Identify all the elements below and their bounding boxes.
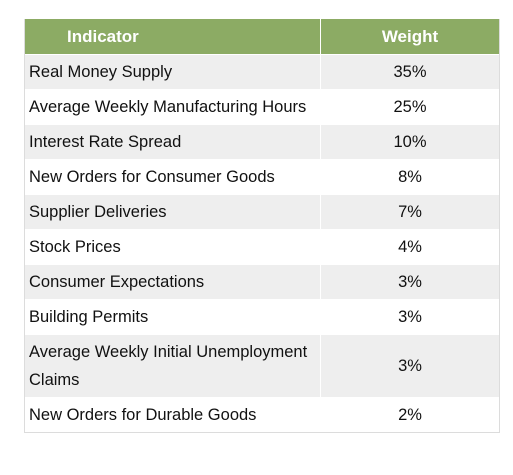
table-row: New Orders for Consumer Goods 8% bbox=[25, 159, 499, 194]
cell-indicator: Real Money Supply bbox=[25, 54, 320, 89]
cell-indicator: Average Weekly Initial Unemployment Clai… bbox=[25, 334, 320, 397]
cell-weight: 25% bbox=[320, 89, 499, 124]
table-row: Building Permits 3% bbox=[25, 299, 499, 334]
indicator-weights-table-container: Indicator Weight Real Money Supply 35% A… bbox=[24, 19, 500, 433]
table-row: Supplier Deliveries 7% bbox=[25, 194, 499, 229]
table-row: New Orders for Durable Goods 2% bbox=[25, 397, 499, 432]
cell-indicator: New Orders for Consumer Goods bbox=[25, 159, 320, 194]
cell-weight: 3% bbox=[320, 264, 499, 299]
cell-indicator: Stock Prices bbox=[25, 229, 320, 264]
cell-weight: 2% bbox=[320, 397, 499, 432]
cell-weight: 4% bbox=[320, 229, 499, 264]
header-weight: Weight bbox=[320, 19, 499, 54]
table-body: Real Money Supply 35% Average Weekly Man… bbox=[25, 54, 499, 432]
table-row: Average Weekly Manufacturing Hours 25% bbox=[25, 89, 499, 124]
cell-weight: 10% bbox=[320, 124, 499, 159]
cell-weight: 7% bbox=[320, 194, 499, 229]
table-row: Stock Prices 4% bbox=[25, 229, 499, 264]
table-row: Real Money Supply 35% bbox=[25, 54, 499, 89]
cell-indicator: New Orders for Durable Goods bbox=[25, 397, 320, 432]
header-row: Indicator Weight bbox=[25, 19, 499, 54]
cell-weight: 3% bbox=[320, 334, 499, 397]
cell-weight: 3% bbox=[320, 299, 499, 334]
header-indicator: Indicator bbox=[25, 19, 320, 54]
table-header: Indicator Weight bbox=[25, 19, 499, 54]
cell-indicator: Average Weekly Manufacturing Hours bbox=[25, 89, 320, 124]
cell-indicator: Interest Rate Spread bbox=[25, 124, 320, 159]
cell-indicator: Building Permits bbox=[25, 299, 320, 334]
table-row: Interest Rate Spread 10% bbox=[25, 124, 499, 159]
cell-indicator: Supplier Deliveries bbox=[25, 194, 320, 229]
cell-weight: 8% bbox=[320, 159, 499, 194]
table-row: Consumer Expectations 3% bbox=[25, 264, 499, 299]
cell-weight: 35% bbox=[320, 54, 499, 89]
table-row: Average Weekly Initial Unemployment Clai… bbox=[25, 334, 499, 397]
indicator-weights-table: Indicator Weight Real Money Supply 35% A… bbox=[24, 19, 500, 433]
cell-indicator: Consumer Expectations bbox=[25, 264, 320, 299]
